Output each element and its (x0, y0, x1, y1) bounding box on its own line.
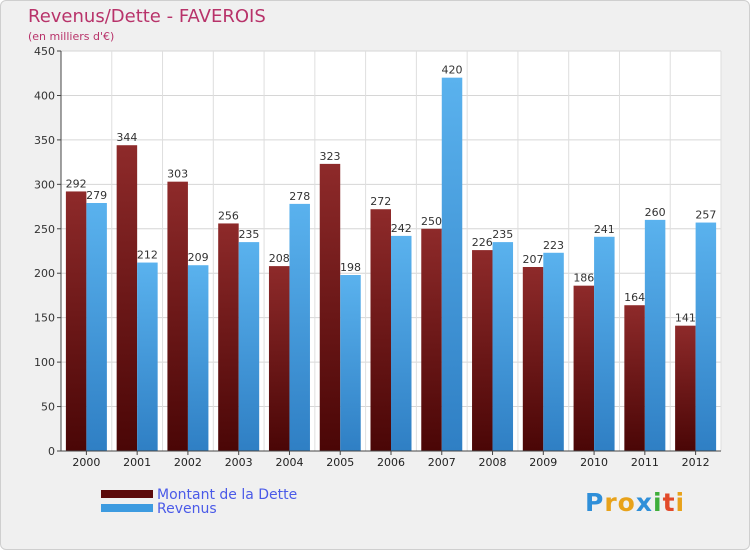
bar-revenus (543, 252, 564, 451)
data-label: 223 (543, 239, 564, 252)
data-label: 257 (695, 209, 716, 222)
bar-dette (370, 209, 391, 451)
data-label: 235 (238, 228, 259, 241)
x-tick-label: 2005 (326, 456, 354, 469)
data-label: 226 (472, 236, 493, 249)
axis-layer: 0 50 100 150 200 250 300 350 400 450 2000 2001 2002 2… (34, 45, 721, 469)
x-tick-label: 2009 (529, 456, 557, 469)
data-label: 235 (492, 228, 513, 241)
bar-revenus (492, 242, 514, 451)
chart-title: Revenus/Dette - FAVEROIS (28, 6, 266, 27)
data-label: 208 (269, 252, 290, 265)
bar-revenus (644, 219, 666, 451)
proxiti-logo: Proxiti (585, 488, 685, 517)
bar-revenus (391, 235, 412, 451)
x-tick-label: 2000 (72, 456, 100, 469)
bar-dette (319, 163, 341, 451)
y-tick-label: 150 (34, 312, 55, 325)
bar-dette (218, 223, 239, 451)
x-tick-label: 2006 (377, 456, 405, 469)
logo-letter: x (635, 488, 653, 517)
bar-dette (624, 305, 645, 451)
legend-swatch-debt (101, 490, 153, 498)
data-label: 344 (116, 131, 137, 144)
data-label: 186 (573, 272, 594, 285)
y-tick-label: 300 (34, 178, 55, 191)
y-tick-label: 0 (48, 445, 55, 458)
x-tick-label: 2004 (275, 456, 303, 469)
y-tick-label: 250 (34, 223, 55, 236)
data-label: 292 (66, 177, 87, 190)
y-tick-label: 50 (41, 401, 55, 414)
chart-subtitle: (en milliers d'€) (28, 30, 115, 43)
logo-letter: i (653, 488, 663, 517)
data-label: 279 (86, 189, 107, 202)
x-tick-label: 2008 (479, 456, 507, 469)
bar-revenus (187, 265, 209, 451)
bar-revenus (340, 275, 361, 451)
data-label: 250 (421, 215, 442, 228)
bar-dette (472, 250, 493, 451)
data-label: 209 (188, 251, 209, 264)
data-label: 212 (137, 249, 158, 262)
bar-dette (116, 145, 138, 451)
bar-dette (675, 325, 696, 451)
data-label: 256 (218, 209, 239, 222)
bar-dette (268, 266, 290, 451)
bar-revenus (594, 236, 615, 451)
y-tick-label: 350 (34, 134, 55, 147)
legend-swatch-revenus (101, 504, 153, 512)
logo-letter: P (585, 488, 605, 517)
bar-revenus (289, 203, 310, 451)
logo-letter: r (604, 488, 618, 517)
x-tick-label: 2007 (428, 456, 456, 469)
bar-revenus (441, 77, 463, 452)
data-label: 242 (391, 222, 412, 235)
bar-dette (522, 267, 544, 451)
y-tick-label: 100 (34, 356, 55, 369)
bar-dette (421, 228, 442, 451)
data-label: 241 (594, 223, 615, 236)
bar-revenus (695, 222, 717, 451)
legend-label-revenus: Revenus (157, 501, 217, 517)
logo-letter: i (675, 488, 686, 517)
data-label: 278 (289, 190, 310, 203)
logo-letter: t (662, 488, 676, 517)
data-label: 303 (167, 168, 188, 181)
data-label: 141 (675, 312, 696, 325)
data-label: 207 (523, 253, 544, 266)
bar-dette (573, 285, 595, 451)
bar-revenus (86, 203, 107, 451)
y-tick-label: 450 (34, 45, 55, 58)
data-label: 420 (442, 64, 463, 77)
bar-revenus (137, 262, 158, 451)
x-tick-label: 2012 (682, 456, 710, 469)
y-tick-label: 400 (34, 89, 55, 102)
bar-layer (65, 77, 717, 452)
x-tick-label: 2010 (580, 456, 608, 469)
bar-revenus (238, 242, 260, 451)
y-tick-label: 200 (34, 267, 55, 280)
legend-label-debt: Montant de la Dette (157, 487, 298, 503)
data-label: 323 (319, 150, 340, 163)
data-label: 164 (624, 291, 645, 304)
bar-dette (167, 181, 188, 451)
x-tick-label: 2003 (225, 456, 253, 469)
data-label: 260 (645, 206, 666, 219)
x-tick-label: 2001 (123, 456, 151, 469)
x-tick-label: 2002 (174, 456, 202, 469)
data-label: 198 (340, 261, 361, 274)
data-label: 272 (370, 195, 391, 208)
bar-dette (65, 191, 87, 451)
x-tick-label: 2011 (631, 456, 659, 469)
logo-letter: o (617, 488, 636, 517)
